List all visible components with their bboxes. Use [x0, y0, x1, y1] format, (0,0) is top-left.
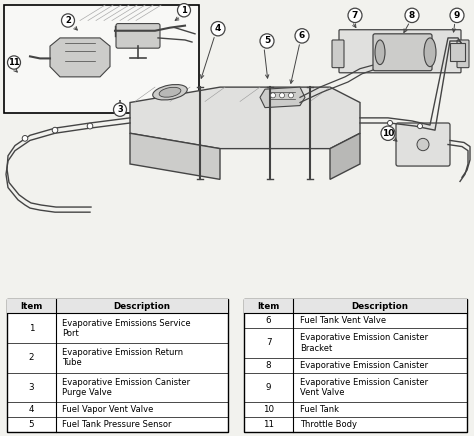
Text: 9: 9	[266, 383, 272, 392]
Circle shape	[418, 123, 422, 129]
Text: 6: 6	[266, 317, 272, 325]
Text: 6: 6	[299, 31, 305, 41]
Text: 3: 3	[28, 383, 34, 392]
FancyBboxPatch shape	[396, 123, 450, 166]
Circle shape	[22, 136, 28, 141]
Text: Evaporative Emission Return
Tube: Evaporative Emission Return Tube	[62, 348, 183, 368]
Polygon shape	[130, 87, 360, 149]
Text: Evaporative Emission Canister
Purge Valve: Evaporative Emission Canister Purge Valv…	[62, 378, 191, 397]
Circle shape	[381, 126, 395, 140]
Text: 11: 11	[263, 420, 274, 429]
Circle shape	[211, 21, 225, 36]
Ellipse shape	[424, 38, 436, 67]
Text: Evaporative Emission Canister
Bracket: Evaporative Emission Canister Bracket	[300, 333, 428, 353]
Circle shape	[388, 120, 392, 126]
Text: Evaporative Emission Canister
Vent Valve: Evaporative Emission Canister Vent Valve	[300, 378, 428, 397]
Polygon shape	[50, 38, 110, 77]
Text: Throttle Body: Throttle Body	[300, 420, 357, 429]
Text: 7: 7	[352, 11, 358, 20]
Ellipse shape	[375, 40, 385, 65]
Polygon shape	[260, 87, 305, 108]
Circle shape	[348, 8, 362, 23]
Text: 2: 2	[65, 16, 71, 25]
FancyBboxPatch shape	[457, 40, 469, 68]
Text: Evaporative Emissions Service
Port: Evaporative Emissions Service Port	[62, 319, 191, 338]
Circle shape	[405, 8, 419, 23]
Text: 4: 4	[215, 24, 221, 33]
Text: 8: 8	[266, 361, 272, 370]
Circle shape	[87, 123, 93, 129]
Text: Fuel Tank Pressure Sensor: Fuel Tank Pressure Sensor	[62, 420, 172, 429]
Text: 1: 1	[181, 6, 187, 15]
Polygon shape	[330, 133, 360, 179]
Circle shape	[289, 93, 293, 98]
Bar	[4, 5, 199, 113]
Text: Item: Item	[20, 302, 43, 310]
Text: Description: Description	[352, 302, 409, 310]
Circle shape	[8, 56, 20, 69]
Text: 5: 5	[28, 420, 34, 429]
Text: Description: Description	[113, 302, 170, 310]
Polygon shape	[130, 133, 220, 179]
Circle shape	[280, 93, 284, 98]
Text: 8: 8	[409, 11, 415, 20]
Text: Fuel Tank Vent Valve: Fuel Tank Vent Valve	[300, 317, 386, 325]
Text: 9: 9	[454, 11, 460, 20]
Text: Fuel Tank: Fuel Tank	[300, 405, 339, 414]
Text: 10: 10	[263, 405, 274, 414]
Circle shape	[52, 127, 58, 133]
Circle shape	[260, 34, 274, 48]
FancyBboxPatch shape	[373, 34, 432, 71]
Text: 11: 11	[8, 58, 20, 67]
Text: 2: 2	[28, 353, 34, 362]
Text: Evaporative Emission Canister: Evaporative Emission Canister	[300, 361, 428, 370]
Text: 5: 5	[264, 37, 270, 45]
Bar	[450, 43, 465, 61]
Text: 1: 1	[28, 324, 34, 333]
Ellipse shape	[159, 87, 181, 97]
Text: Fuel Vapor Vent Valve: Fuel Vapor Vent Valve	[62, 405, 154, 414]
FancyBboxPatch shape	[332, 40, 344, 68]
Circle shape	[177, 3, 191, 17]
Text: 3: 3	[117, 105, 123, 114]
Circle shape	[417, 138, 429, 151]
Text: 4: 4	[28, 405, 34, 414]
Circle shape	[271, 93, 275, 98]
FancyBboxPatch shape	[339, 30, 461, 73]
FancyBboxPatch shape	[116, 24, 160, 48]
Circle shape	[62, 14, 74, 27]
Text: 7: 7	[266, 338, 272, 347]
Text: 10: 10	[382, 129, 394, 138]
Ellipse shape	[153, 85, 187, 100]
Text: Item: Item	[257, 302, 280, 310]
Circle shape	[295, 29, 309, 43]
Circle shape	[450, 8, 464, 23]
Circle shape	[113, 103, 127, 116]
